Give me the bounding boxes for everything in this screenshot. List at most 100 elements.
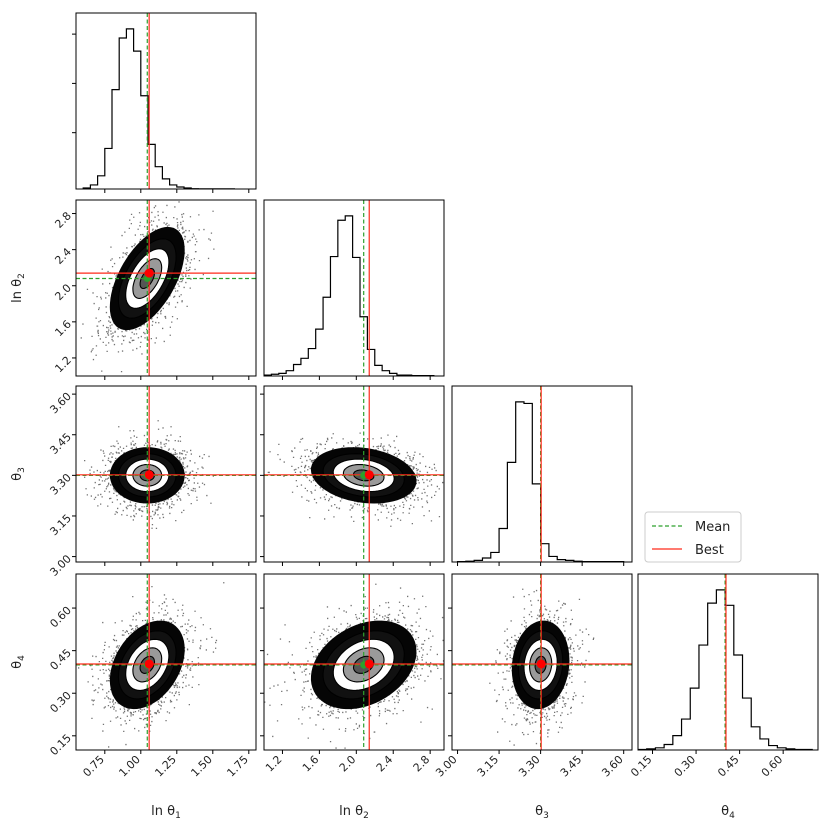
svg-text:θ4: θ4 (721, 804, 735, 821)
x-tick-label: 1.25 (152, 753, 179, 780)
contour-line (529, 647, 553, 683)
y-tick-label: 0.15 (47, 732, 74, 759)
histogram-step (264, 215, 435, 376)
contour-line (523, 638, 558, 691)
svg-text:θ4: θ4 (10, 655, 27, 669)
contour-line (117, 453, 177, 498)
best-marker (144, 470, 154, 480)
y-tick-label: 1.2 (52, 354, 74, 376)
x-tick-label: 0.60 (759, 753, 786, 780)
contour-line (117, 630, 177, 700)
y-tick-label: 3.00 (47, 552, 74, 579)
x-tick-label: 3.00 (433, 753, 460, 780)
panel-frame (75, 385, 257, 563)
contour-line (125, 248, 170, 309)
contour-line (332, 458, 395, 493)
x-tick-label: 1.6 (300, 753, 322, 775)
x-tick-label: 1.50 (188, 753, 215, 780)
x-tick-label: 1.2 (263, 753, 285, 775)
x-tick-label: 3.60 (599, 753, 626, 780)
y-tick-label: 2.0 (52, 282, 74, 304)
svg-text:ln θ2: ln θ2 (10, 273, 27, 303)
svg-text:ln θ1: ln θ1 (151, 804, 181, 821)
panel-scatter-p4-p2: 1.2 1.6 2.0 2.4 2.8 (260, 573, 445, 775)
contour-line (332, 638, 395, 691)
best-marker (144, 268, 154, 278)
contour-line (139, 655, 156, 674)
x-tick-label: 3.45 (558, 753, 585, 780)
x-tick-label: 0.45 (715, 753, 742, 780)
panel-frame (637, 573, 819, 751)
y-axis-label-p2: ln θ2 (10, 273, 27, 303)
y-tick-label: 0.30 (47, 689, 74, 716)
panel-hist-p3 (451, 385, 633, 566)
y-axis-label-p4: θ4 (10, 655, 27, 669)
y-tick-label: 2.4 (52, 245, 74, 267)
panel-scatter-p2-p1: 1.2 1.6 2.0 2.4 2.8 (52, 199, 257, 380)
contour-line (342, 647, 385, 683)
panel-frame (75, 12, 257, 190)
x-tick-label: 0.15 (628, 753, 655, 780)
legend: Mean Best (644, 511, 742, 563)
contour-line (125, 638, 170, 691)
contour-line (352, 469, 375, 482)
panel-scatter-p4-p1: 0.75 1.00 1.25 1.50 1.75 0.15 0.30 0.45 0.60 (47, 573, 257, 780)
x-axis-label-p4: θ4 (721, 804, 735, 821)
y-tick-label: 1.6 (52, 318, 74, 340)
histogram-step (82, 28, 235, 189)
x-tick-label: 1.75 (224, 753, 251, 780)
panel-hist-p2 (263, 199, 445, 380)
x-tick-label: 3.30 (516, 753, 543, 780)
panel-frame (263, 199, 445, 377)
contour-line (534, 655, 547, 674)
panel-frame (75, 573, 257, 751)
contour-line (139, 469, 156, 482)
contour-line (342, 463, 385, 487)
contour-line (132, 647, 163, 683)
contour-line (117, 238, 177, 319)
panel-hist-p4: 0.15 0.30 0.45 0.60 (628, 573, 819, 780)
x-tick-label: 3.15 (475, 753, 502, 780)
svg-text:θ3: θ3 (10, 467, 27, 481)
contour-line (132, 463, 163, 487)
y-tick-label: 0.45 (47, 646, 74, 673)
contour-line (125, 458, 170, 493)
panel-scatter-p4-p3: 3.00 3.15 3.30 3.45 3.60 (433, 573, 633, 780)
x-axis-label-p3: θ3 (535, 804, 549, 821)
x-tick-label: 2.0 (337, 753, 359, 775)
panel-frame (451, 385, 633, 563)
panel-frame (263, 573, 445, 751)
best-marker (536, 659, 546, 669)
x-tick-label: 2.4 (374, 753, 396, 775)
best-marker (364, 470, 374, 480)
x-tick-label: 0.30 (672, 753, 699, 780)
x-axis-label-p1: ln θ1 (151, 804, 181, 821)
panel-hist-p1 (72, 12, 257, 193)
panel-frame (451, 573, 633, 751)
svg-text:ln θ2: ln θ2 (339, 804, 369, 821)
y-tick-label: 2.8 (52, 209, 74, 231)
y-tick-label: 0.60 (47, 604, 74, 631)
contour-line (322, 453, 405, 498)
svg-text:θ3: θ3 (535, 804, 549, 821)
contour-line (517, 630, 564, 700)
contour-line (322, 630, 405, 700)
panel-scatter-p3-p1: 3.00 3.15 3.30 3.45 3.60 (47, 385, 257, 579)
panel-frame (75, 199, 257, 377)
x-tick-label: 0.75 (80, 753, 107, 780)
best-marker (144, 659, 154, 669)
panel-frame (263, 385, 445, 563)
y-tick-label: 3.15 (47, 512, 74, 539)
best-marker (364, 659, 374, 669)
x-axis-label-p2: ln θ2 (339, 804, 369, 821)
x-tick-label: 2.8 (411, 753, 433, 775)
y-tick-label: 3.60 (47, 390, 74, 417)
x-tick-label: 1.00 (116, 753, 143, 780)
legend-mean-label: Mean (695, 520, 730, 535)
y-axis-label-p3: θ3 (10, 467, 27, 481)
y-tick-label: 3.45 (47, 430, 74, 457)
y-tick-label: 3.30 (47, 471, 74, 498)
panel-scatter-p3-p2 (260, 385, 445, 566)
legend-best-label: Best (695, 543, 724, 558)
